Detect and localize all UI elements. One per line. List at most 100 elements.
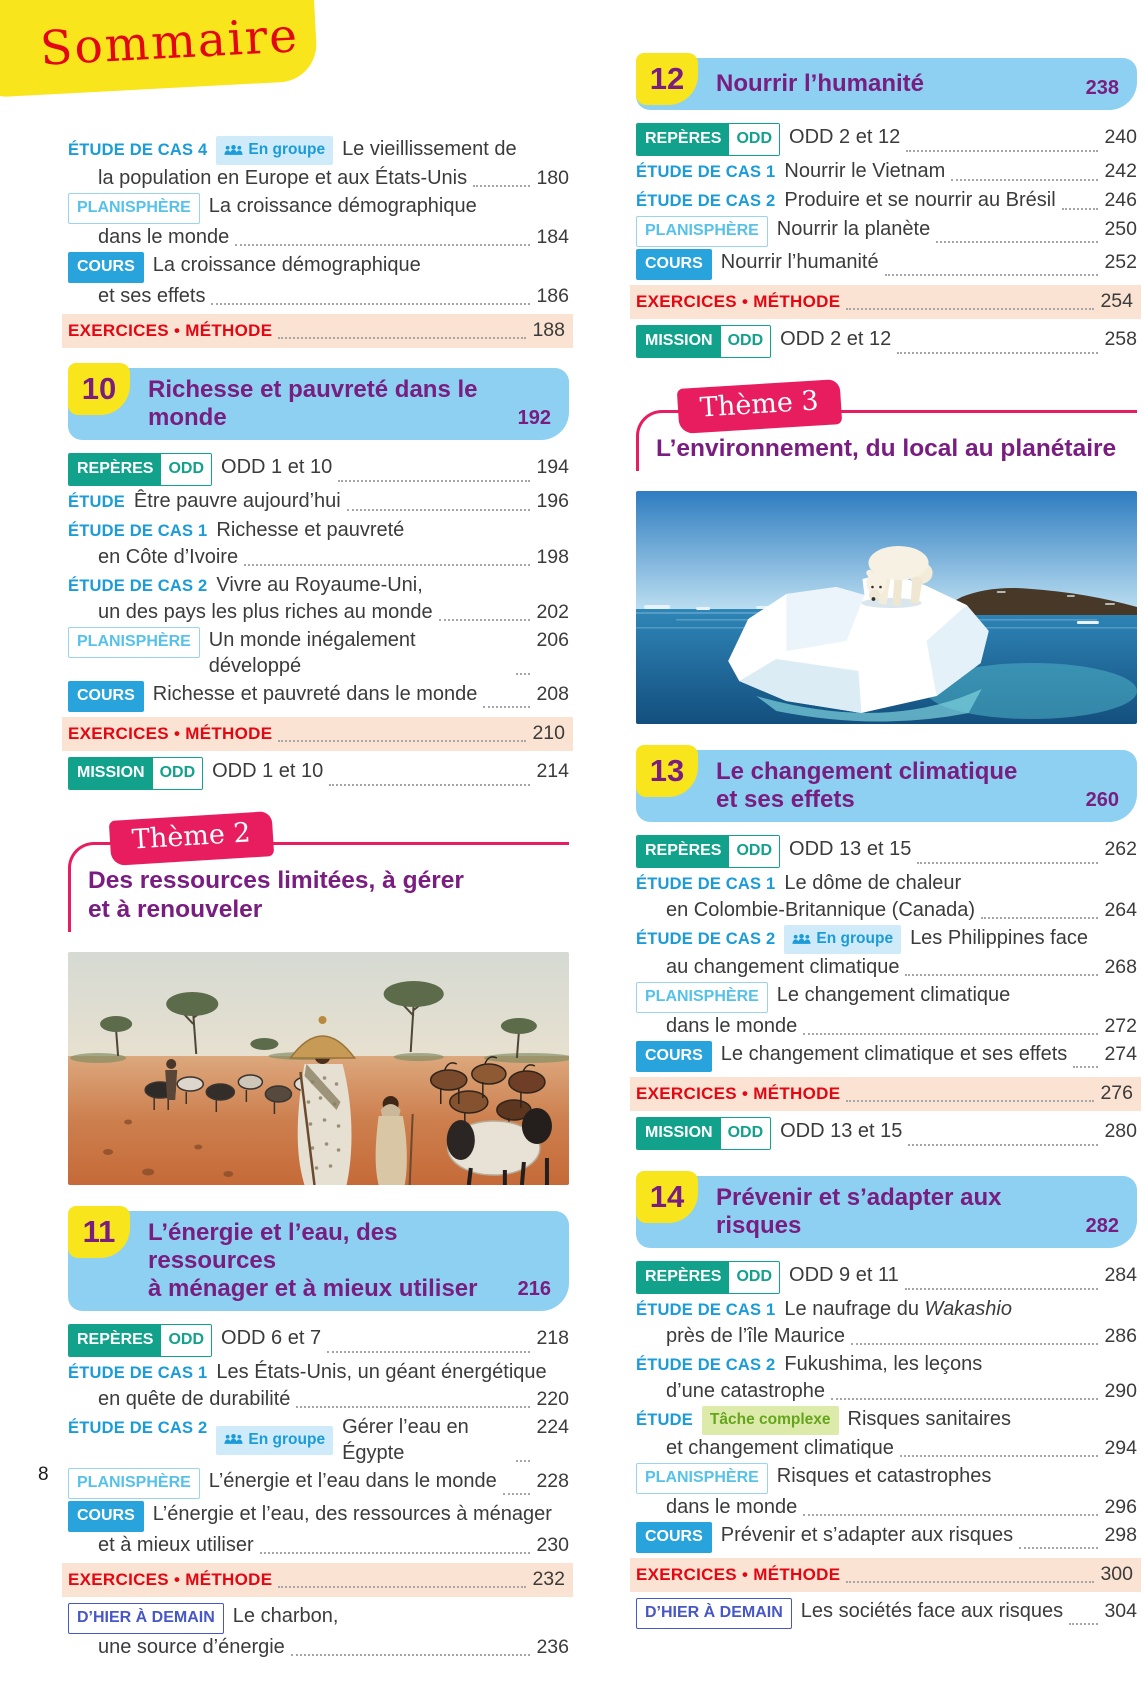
entry-title: Risques sanitaires [847,1408,1011,1430]
label-odd-text: ODD [720,1118,771,1149]
entry-line: ÉTUDE Tâche complexe Risques sanitaires [636,1406,1137,1435]
label-etude-de-cas-2: ÉTUDE DE CAS 2 [636,192,776,210]
toc-entry: MISSION ODD ODD 2 et 12 258 [636,325,1137,358]
entry-line-continuation: au changement climatique 268 [636,954,1137,980]
entry-title: Nourrir la planète [776,218,931,240]
entry-page-number: 272 [1104,1015,1137,1037]
entry-title: ODD 13 et 15 [789,838,912,860]
entry-page-number: 210 [532,722,565,744]
toc-entry: PLANISPHÈRE La croissance démographique da… [68,193,569,250]
entry-title: Nourrir le Vietnam [784,160,946,182]
dotted-leader [803,1514,1099,1516]
entry-line: REPÈRES ODD ODD 6 et 7 218 [68,1324,569,1357]
chapter-number: 13 [636,745,698,797]
entry-title: Les Philippines face [910,927,1088,949]
dotted-leader [1061,208,1099,210]
dotted-leader [846,308,1095,310]
entry-line-continuation: la population en Europe et aux États-Uni… [68,165,569,191]
toc-entry: REPÈRES ODD ODD 6 et 7 218 [68,1324,569,1357]
entry-line: ÉTUDE DE CAS 2 En groupe Gérer l’eau en Ég… [68,1414,569,1466]
entry-title: L’énergie et l’eau, des ressources à mén… [152,1503,552,1525]
entry-page-number: 262 [1104,838,1137,860]
entry-page-number: 254 [1100,290,1133,312]
theme-banner: Thème 3 L’environnement, du local au plan… [636,379,1137,475]
toc-entry: ÉTUDE DE CAS 1 Richesse et pauvreté en Côt… [68,517,569,570]
label-cours: COURS [68,1501,144,1532]
entry-page-number: 196 [536,490,569,512]
label-planisphere: PLANISPHÈRE [636,216,768,247]
label-reperes: REPÈRES ODD [636,123,781,156]
entry-title: Le changement climatique et ses effets [720,1043,1068,1065]
entry-page-number: 224 [536,1416,569,1438]
dotted-leader [905,974,1099,976]
entry-page-number: 258 [1104,328,1137,350]
label-reperes: REPÈRES ODD [68,453,213,486]
theme-banner: Thème 2 Des ressources limitées, à gérer e… [68,811,569,936]
entry-page-number: 274 [1104,1043,1137,1065]
chapter-title: Richesse et pauvreté dans le monde [148,376,505,432]
entry-title: La croissance démographique [152,254,421,276]
dotted-leader [290,1654,531,1656]
entry-title: Vivre au Royaume-Uni, [216,574,423,596]
tag-en-groupe: En groupe [216,136,334,165]
dotted-leader [244,564,531,566]
entry-title-continuation: un des pays les plus riches au monde [98,601,433,623]
people-icon [224,1434,243,1445]
toc-entry: ÉTUDE DE CAS 2 En groupe Les Philippines f… [636,925,1137,980]
dotted-leader [259,1552,531,1554]
dotted-leader [338,480,531,482]
toc-entry: ÉTUDE Être pauvre aujourd’hui 196 [68,488,569,515]
label-main-text: REPÈRES [637,124,730,155]
entry-line: REPÈRES ODD ODD 2 et 12 240 [636,123,1137,156]
dotted-leader [906,150,1099,152]
label-etude-de-cas-2: ÉTUDE DE CAS 2 [636,1356,776,1374]
theme-border-line [68,842,569,932]
entry-line: REPÈRES ODD ODD 13 et 15 262 [636,835,1137,868]
entry-title: ODD 1 et 10 [212,760,324,782]
toc-entry: REPÈRES ODD ODD 2 et 12 240 [636,123,1137,156]
entry-line: REPÈRES ODD ODD 1 et 10 194 [68,453,569,486]
entry-line-continuation: en quête de durabilité 220 [68,1386,569,1412]
toc-entry-exercices: EXERCICES • MÉTHODE 254 [630,285,1141,319]
entry-page-number: 236 [536,1636,569,1658]
toc-entry: ÉTUDE DE CAS 4 En groupe Le vieillissement… [68,136,569,191]
entry-title: ODD 2 et 12 [789,126,901,148]
entry-line-continuation: en Colombie-Britannique (Canada) 264 [636,897,1137,923]
label-main-text: MISSION [637,326,721,357]
label-planisphere: PLANISPHÈRE [636,1463,768,1494]
chapter-title: Prévenir et s’adapter aux risques [716,1184,1073,1240]
entry-title-continuation: en Colombie-Britannique (Canada) [666,899,976,921]
entry-title: Fukushima, les leçons [784,1353,983,1375]
entry-title: Prévenir et s’adapter aux risques [720,1524,1014,1546]
toc-entry: ÉTUDE DE CAS 1 Le naufrage du Wakashio prè… [636,1296,1137,1349]
toc-entry: ÉTUDE DE CAS 1 Nourrir le Vietnam 242 [636,158,1137,185]
dotted-leader [278,740,527,742]
entry-page-number: 198 [536,546,569,568]
tag-text: En groupe [248,1430,326,1448]
entry-title: ODD 1 et 10 [221,456,333,478]
entry-page-number: 214 [536,760,569,782]
toc-entry: COURS La croissance démographique et ses e… [68,252,569,309]
toc-entry: D’HIER À DEMAIN Le charbon, une source d’é… [68,1603,569,1660]
label-main-text: REPÈRES [637,836,730,867]
toc-entry: ÉTUDE DE CAS 1 Le dôme de chaleur en Colom… [636,870,1137,923]
sommaire-header: Sommaire [0,0,319,98]
entry-title: Être pauvre aujourd’hui [133,490,341,512]
dotted-leader [278,337,527,339]
toc-entry-exercices: EXERCICES • MÉTHODE 232 [62,1563,573,1597]
toc-entry-exercices: EXERCICES • MÉTHODE 210 [62,717,573,751]
label-cours: COURS [636,1522,712,1553]
label-cours: COURS [636,249,712,280]
label-etude: ÉTUDE [68,493,125,511]
chapter-number: 11 [68,1206,130,1258]
exercices-label: EXERCICES • MÉTHODE [636,292,841,311]
tag-text: Tâche complexe [709,1411,831,1428]
tag-en-groupe: En groupe [216,1425,334,1455]
dotted-leader [516,673,531,675]
label-reperes: REPÈRES ODD [68,1324,213,1357]
label-odd-text: ODD [729,1262,780,1293]
label-cours: COURS [636,1041,712,1072]
entry-page-number: 276 [1100,1082,1133,1104]
label-planisphere: PLANISPHÈRE [68,1468,200,1499]
toc-entry: D’HIER À DEMAIN Les sociétés face aux ris… [636,1598,1137,1629]
